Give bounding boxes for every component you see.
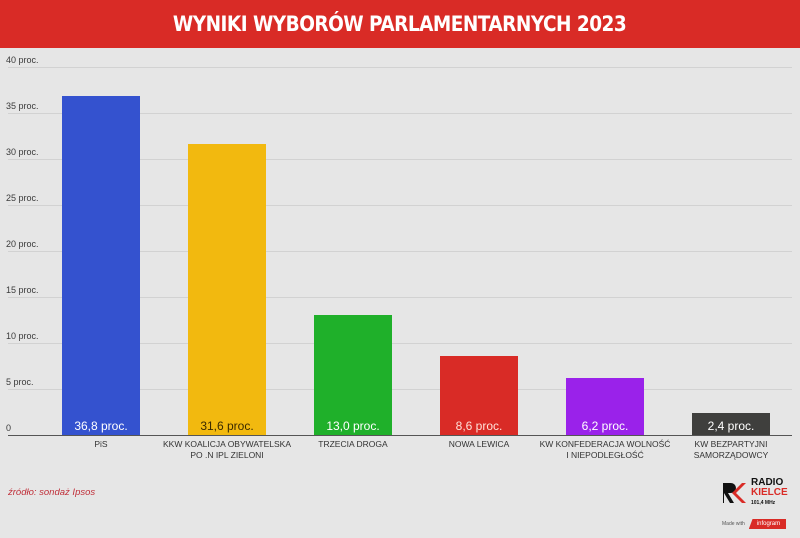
category-label-line: KW BEZPARTYJNI	[694, 439, 768, 449]
x-axis-category-label: KW KONFEDERACJA WOLNOŚĆ I NIEPODLEGŁOŚĆ	[520, 439, 690, 461]
bar-chart: 0 5 proc. 10 proc. 15 proc. 20 proc. 25 proc.…	[0, 48, 800, 460]
infogram-badge[interactable]: infogram	[748, 519, 787, 529]
gridline	[8, 297, 792, 298]
logo-frequency-text: 101,4 MHz	[751, 500, 776, 506]
y-axis-tick-label: 5 proc.	[6, 377, 34, 387]
y-axis-tick-label: 30 proc.	[6, 147, 39, 157]
y-axis-tick-label: 35 proc.	[6, 101, 39, 111]
gridline	[8, 113, 792, 114]
gridline	[8, 389, 792, 390]
gridline	[8, 251, 792, 252]
bar-value-label: 6,2 proc.	[581, 418, 629, 433]
category-label-line: TRZECIA DROGA	[318, 439, 388, 449]
category-label-line: SAMORZĄDOWCY	[693, 450, 769, 460]
category-label-line: PiS	[94, 439, 108, 449]
rk-logo-icon	[722, 482, 748, 504]
made-with-infogram[interactable]: Made with infogram	[722, 519, 787, 529]
chart-title: WYNIKI WYBORÓW PARLAMENTARNYCH 2023	[173, 12, 627, 36]
y-axis-tick-label: 40 proc.	[6, 55, 39, 65]
bar-value-label: 36,8 proc.	[74, 418, 128, 433]
x-axis-category-label: NOWA LEWICA	[394, 439, 564, 450]
y-axis-tick-label: 25 proc.	[6, 193, 39, 203]
y-axis-tick-label: 20 proc.	[6, 239, 39, 249]
category-label-line: KW KONFEDERACJA WOLNOŚĆ	[539, 439, 671, 449]
x-axis-line	[8, 435, 792, 436]
gridline	[8, 343, 792, 344]
source-note: źródło: sondaż Ipsos	[8, 487, 96, 498]
logo-radio-text: RADIO	[751, 477, 784, 488]
y-axis-tick-label: 10 proc.	[6, 331, 39, 341]
gridline	[8, 67, 792, 68]
gridline	[8, 159, 792, 160]
category-label-line: KKW KOALICJA OBYWATELSKA	[162, 439, 291, 449]
bar[interactable]: 13,0 proc.	[314, 315, 392, 435]
x-axis-category-label: PiS	[16, 439, 186, 450]
x-axis-category-label: KKW KOALICJA OBYWATELSKA PO .N IPL ZIELON…	[142, 439, 312, 461]
gridline	[8, 205, 792, 206]
bar[interactable]: 36,8 proc.	[62, 96, 140, 435]
radio-kielce-logo: RADIO KIELCE 101,4 MHz	[722, 478, 788, 508]
x-axis-category-label: KW BEZPARTYJNI SAMORZĄDOWCY	[646, 439, 800, 461]
bar-value-label: 8,6 proc.	[455, 418, 503, 433]
category-label-line: I NIEPODLEGŁOŚĆ	[566, 450, 644, 460]
bar[interactable]: 2,4 proc.	[692, 412, 770, 435]
bar[interactable]: 31,6 proc.	[188, 144, 266, 435]
y-axis-tick-label: 15 proc.	[6, 285, 39, 295]
y-axis-tick-label: 0	[6, 423, 12, 433]
logo-kielce-text: KIELCE	[751, 487, 788, 498]
category-label-line: NOWA LEWICA	[448, 439, 510, 449]
made-with-text: Made with	[722, 521, 745, 527]
bar[interactable]: 6,2 proc.	[566, 377, 644, 435]
bar[interactable]: 8,6 proc.	[440, 355, 518, 435]
chart-header: WYNIKI WYBORÓW PARLAMENTARNYCH 2023	[0, 0, 800, 48]
bar-value-label: 2,4 proc.	[707, 418, 755, 433]
bar-value-label: 13,0 proc.	[326, 418, 380, 433]
bar-value-label: 31,6 proc.	[200, 418, 254, 433]
category-label-line: PO .N IPL ZIELONI	[190, 450, 264, 460]
x-axis-category-label: TRZECIA DROGA	[268, 439, 438, 450]
